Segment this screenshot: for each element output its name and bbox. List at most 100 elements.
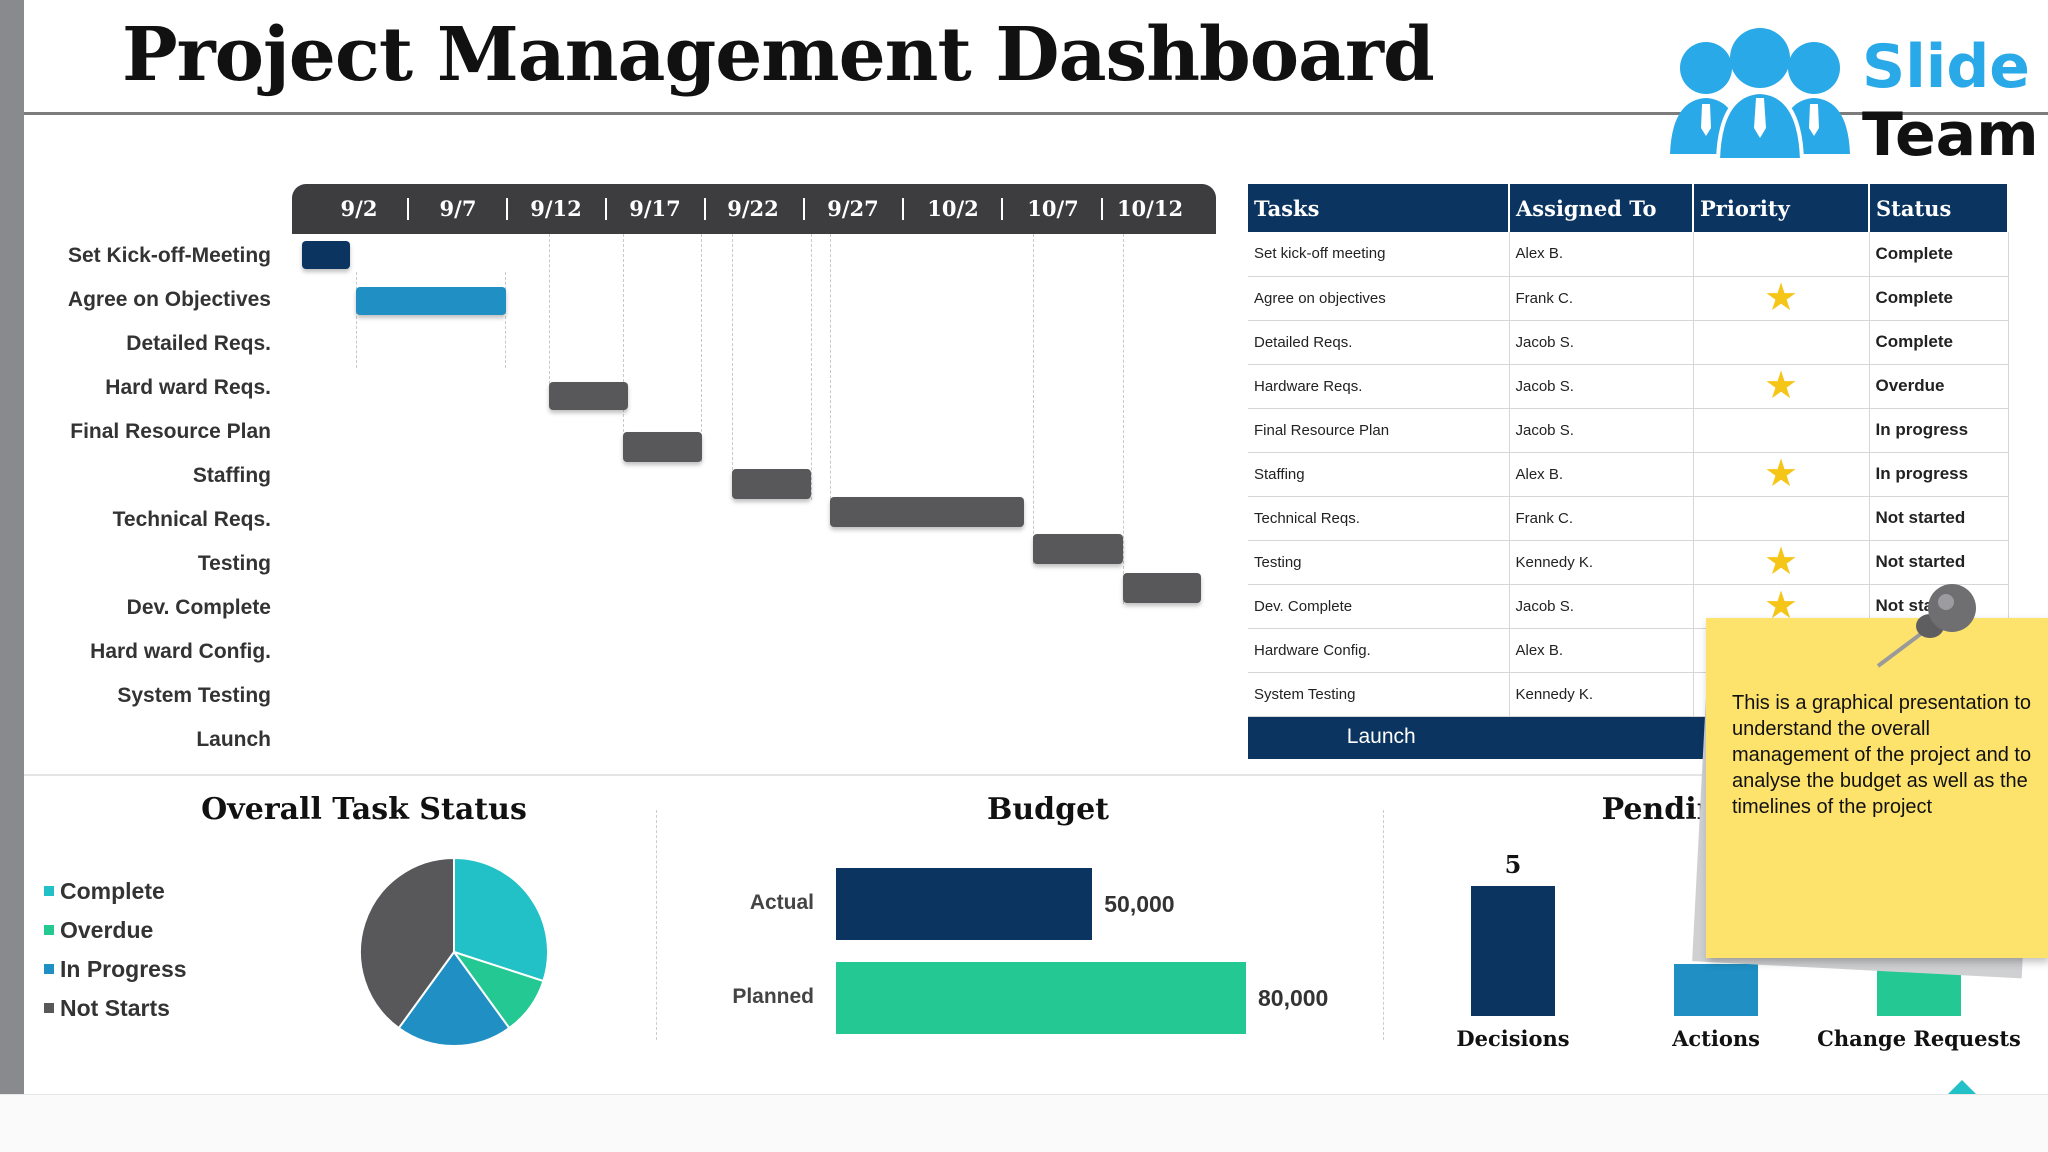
- priority-star-icon: ★: [1693, 540, 1870, 585]
- priority-cell: [1693, 320, 1870, 365]
- task-cell: Set kick-off meeting: [1248, 232, 1510, 277]
- legend-item-complete: Complete: [44, 878, 165, 905]
- table-header-row: Tasks Assigned To Priority Status: [1248, 184, 2009, 232]
- task-status-pie-chart: [359, 856, 549, 1047]
- gantt-bar-hardware-reqs: [549, 382, 628, 410]
- gantt-date-separator: [407, 198, 409, 220]
- assignee-cell: Alex B.: [1509, 232, 1694, 277]
- gantt-bar-objectives: [356, 287, 506, 315]
- gantt-bar-technical-reqs: [830, 497, 1024, 527]
- assignee-cell: Alex B.: [1509, 452, 1694, 497]
- gantt-date-separator: [1001, 198, 1003, 220]
- assignee-cell: Jacob S.: [1509, 364, 1694, 409]
- gantt-task-label: Dev. Complete: [126, 596, 271, 619]
- gantt-date-label: 9/7: [439, 196, 477, 221]
- pending-value-decisions: 5: [1504, 850, 1522, 879]
- status-cell: Not started: [1869, 496, 2009, 541]
- task-cell: Detailed Reqs.: [1248, 320, 1510, 365]
- task-cell: Technical Reqs.: [1248, 496, 1510, 541]
- gantt-date-separator: [704, 198, 706, 220]
- budget-value-planned: 80,000: [1258, 985, 1329, 1011]
- status-cell: Complete: [1869, 320, 2009, 365]
- legend-item-in-progress: In Progress: [44, 956, 187, 983]
- budget-bar-planned: [836, 962, 1246, 1034]
- status-cell: In progress: [1869, 452, 2009, 497]
- priority-cell: [1693, 408, 1870, 453]
- priority-cell: [1693, 496, 1870, 541]
- people-group-icon: [1670, 28, 1850, 162]
- table-row: Agree on objectives Frank C. ★ Complete: [1248, 276, 2009, 321]
- legend-label: In Progress: [60, 956, 187, 982]
- pending-bar-actions: [1674, 964, 1758, 1016]
- gantt-task-label: Launch: [196, 728, 271, 751]
- gantt-task-label: Detailed Reqs.: [126, 332, 271, 355]
- status-cell: Complete: [1869, 276, 2009, 321]
- status-cell: In progress: [1869, 408, 2009, 453]
- gantt-date-separator: [506, 198, 508, 220]
- empty-cell: [1509, 716, 1694, 759]
- push-pin-icon: [1876, 584, 1976, 668]
- gantt-task-label: Set Kick-off-Meeting: [67, 244, 271, 267]
- legend-swatch: [44, 1002, 54, 1013]
- title-divider: [24, 112, 2048, 115]
- gantt-gridline: [356, 272, 357, 368]
- logo-text-slide: Slide: [1862, 32, 2030, 102]
- priority-star-icon: ★: [1693, 276, 1870, 321]
- section-divider-vertical: [656, 810, 657, 1040]
- pending-category-decisions: Decisions: [1456, 1026, 1570, 1051]
- legend-item-overdue: Overdue: [44, 917, 153, 944]
- gantt-task-label: Testing: [197, 552, 271, 575]
- assignee-cell: Alex B.: [1509, 628, 1694, 673]
- gantt-date-label: 9/12: [530, 196, 582, 221]
- task-status-title: Overall Task Status: [201, 792, 527, 827]
- assignee-cell: Frank C.: [1509, 276, 1694, 321]
- task-cell: Hardware Config.: [1248, 628, 1510, 673]
- gantt-task-label: Final Resource Plan: [70, 420, 271, 443]
- gantt-task-label: Staffing: [192, 464, 271, 487]
- priority-star-icon: ★: [1693, 364, 1870, 409]
- section-divider-vertical: [1383, 810, 1384, 1040]
- legend-label: Not Starts: [60, 995, 170, 1021]
- pending-bar-decisions: [1471, 886, 1555, 1016]
- budget-label-planned: Planned: [732, 985, 814, 1008]
- task-cell: Final Resource Plan: [1248, 408, 1510, 453]
- gantt-date-separator: [1101, 198, 1103, 220]
- gantt-date-separator: [605, 198, 607, 220]
- legend-item-not-starts: Not Starts: [44, 995, 170, 1022]
- left-accent-strip: [0, 0, 24, 1094]
- assignee-cell: Kennedy K.: [1509, 540, 1694, 585]
- task-cell: Staffing: [1248, 452, 1510, 497]
- gantt-gridline: [830, 234, 831, 524]
- task-cell: System Testing: [1248, 672, 1510, 717]
- pie-slice-not-starts: [359, 856, 455, 1030]
- page-title: Project Management Dashboard: [122, 12, 1435, 98]
- gantt-date-label: 10/2: [927, 196, 979, 221]
- gantt-date-label: 9/17: [629, 196, 681, 221]
- status-cell: Not started: [1869, 540, 2009, 585]
- gantt-date-header: 9/2 9/7 9/12 9/17 9/22 9/27 10/2 10/7 10…: [292, 184, 1216, 234]
- status-cell: Overdue: [1869, 364, 2009, 409]
- pie-slice-complete: [453, 856, 549, 983]
- gantt-task-label: Hard ward Reqs.: [105, 376, 271, 399]
- table-row: Set kick-off meeting Alex B. Complete: [1248, 232, 2009, 277]
- legend-swatch: [44, 924, 54, 935]
- gantt-task-label: System Testing: [117, 684, 271, 707]
- gantt-date-label: 9/22: [727, 196, 779, 221]
- table-row: Technical Reqs. Frank C. Not started: [1248, 496, 2009, 541]
- gantt-task-label: Hard ward Config.: [90, 640, 271, 663]
- column-header-assigned: Assigned To: [1509, 184, 1694, 232]
- gantt-bar-testing: [1033, 534, 1123, 564]
- sticky-note: This is a graphical presentation to unde…: [1706, 618, 2048, 958]
- gantt-bar-dev-complete: [1123, 573, 1201, 603]
- task-cell: Dev. Complete: [1248, 584, 1510, 629]
- gantt-bar-kickoff: [302, 241, 350, 269]
- gantt-gridline: [701, 234, 702, 462]
- budget-title: Budget: [986, 792, 1110, 827]
- sticky-note-text: This is a graphical presentation to unde…: [1732, 692, 2032, 818]
- pending-category-actions: Actions: [1672, 1026, 1760, 1051]
- gantt-gridline: [505, 272, 506, 368]
- assignee-cell: Frank C.: [1509, 496, 1694, 541]
- gantt-date-label: 9/2: [340, 196, 378, 221]
- task-cell: Testing: [1248, 540, 1510, 585]
- table-row: Final Resource Plan Jacob S. In progress: [1248, 408, 2009, 453]
